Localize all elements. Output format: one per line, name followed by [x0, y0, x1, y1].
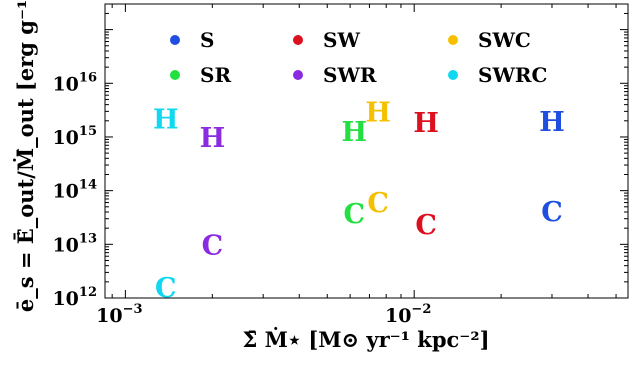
- legend-marker-s: [170, 35, 180, 45]
- y-tick-label: 1013: [52, 231, 97, 256]
- legend: S SW SWC SR SWR SWRC: [170, 28, 547, 87]
- legend-marker-swrc: [448, 70, 458, 80]
- legend-marker-sw: [293, 35, 303, 45]
- x-axis: 10−3 10−2: [96, 4, 617, 327]
- legend-label-swrc: SWRC: [478, 63, 547, 87]
- data-point-sw-c: C: [415, 210, 437, 241]
- y-tick-label: 1014: [52, 178, 97, 203]
- x-axis-label: Σ̄ Ṁ⋆ [M⊙ yr⁻¹ kpc⁻²]: [242, 327, 489, 352]
- y-axis-label: ē_s = Ē̇_out/Ṁ̄_out [erg g⁻¹]: [13, 0, 38, 312]
- legend-marker-swc: [448, 35, 458, 45]
- legend-marker-swr: [293, 70, 303, 80]
- y-tick-label: 1012: [52, 285, 97, 310]
- data-point-swc-h: H: [365, 97, 391, 128]
- y-tick-label: 1015: [52, 124, 97, 149]
- x-tick-label: 10−2: [385, 302, 431, 327]
- legend-label-s: S: [200, 28, 214, 52]
- data-point-swc-c: C: [367, 188, 389, 219]
- x-tick-label: 10−3: [96, 302, 142, 327]
- legend-marker-sr: [170, 70, 180, 80]
- data-point-s-h: H: [539, 107, 565, 138]
- data-point-sr-c: C: [343, 199, 365, 230]
- legend-label-sr: SR: [200, 63, 231, 87]
- plot-area: [104, 3, 629, 299]
- data-point-s-c: C: [541, 197, 563, 228]
- data-point-swrc-c: C: [155, 273, 177, 304]
- data-points: H C H C H C H C H C H C: [153, 97, 565, 304]
- legend-label-swr: SWR: [323, 63, 377, 87]
- data-point-sw-h: H: [413, 108, 439, 139]
- y-axis: 1012 1013 1014 1015 1016: [52, 3, 628, 310]
- legend-label-sw: SW: [323, 28, 360, 52]
- data-point-swrc-h: H: [153, 105, 179, 136]
- data-point-swr-h: H: [200, 123, 226, 154]
- legend-label-swc: SWC: [478, 28, 531, 52]
- y-tick-label: 1016: [52, 70, 97, 95]
- data-point-sr-h: H: [341, 117, 367, 148]
- data-point-swr-c: C: [202, 230, 224, 261]
